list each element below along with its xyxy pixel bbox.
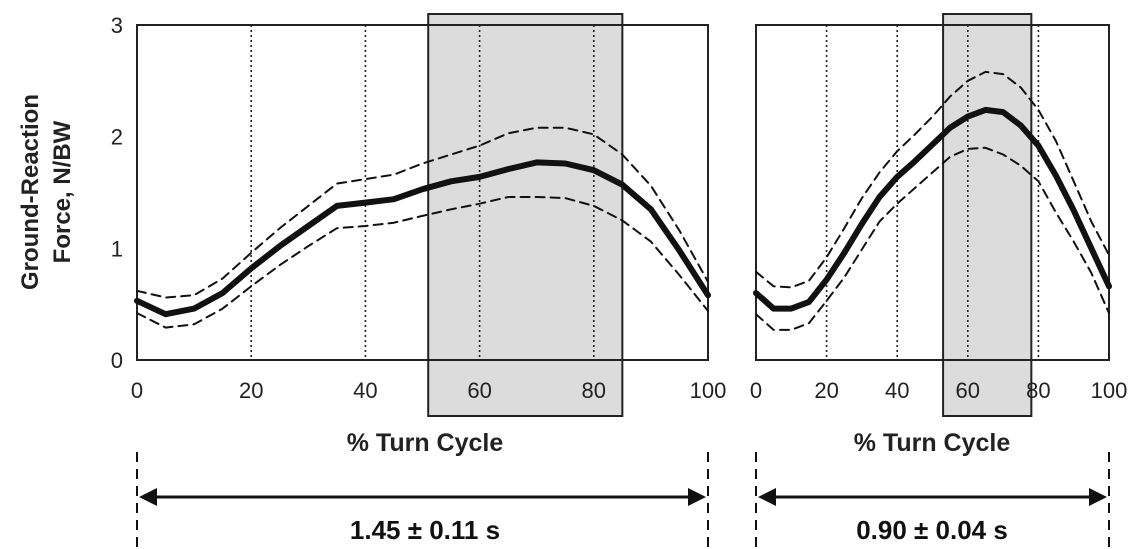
x-tick-label-right: 20 xyxy=(814,378,838,403)
y-axis-label: Ground-Reaction Force, N/BW xyxy=(17,94,76,290)
y-tick-label: 2 xyxy=(111,125,123,150)
series-lower-right xyxy=(755,146,1110,331)
duration-arrowhead-left-left xyxy=(139,488,157,506)
series-mean-right xyxy=(753,106,1112,312)
x-tick-label-left: 20 xyxy=(239,378,263,403)
x-tick-label-right: 100 xyxy=(1091,378,1128,403)
chart-panel-right: 0 20 40 60 80 100 xyxy=(750,13,1128,417)
x-axis-label-right: % Turn Cycle xyxy=(854,429,1011,457)
plot-frame-right xyxy=(755,24,1110,361)
y-tick-label: 3 xyxy=(111,13,123,38)
x-tick-label-left: 40 xyxy=(353,378,377,403)
x-axis-label-left: % Turn Cycle xyxy=(347,429,504,457)
series-mean-left xyxy=(134,159,711,318)
x-tick-label-right: 40 xyxy=(885,378,909,403)
y-tick-label: 1 xyxy=(111,236,123,261)
x-tick-label-right: 80 xyxy=(1026,378,1050,403)
series-upper-left xyxy=(136,126,709,299)
shaded-region-left xyxy=(427,13,624,417)
x-tick-label-right: 0 xyxy=(750,378,762,403)
plot-frame-left xyxy=(136,24,709,361)
y-axis-label-line1: Ground-Reaction xyxy=(17,94,44,290)
x-tick-label-left: 80 xyxy=(582,378,606,403)
x-tick-label-right: 60 xyxy=(956,378,980,403)
duration-arrowhead-right-right xyxy=(1089,488,1107,506)
y-tick-label: 0 xyxy=(111,348,123,373)
x-tick-label-left: 100 xyxy=(690,378,727,403)
duration-label-left: 1.45 ± 0.11 s xyxy=(350,515,500,545)
chart-panel-left: 0 20 40 60 80 100 0 1 2 3 xyxy=(111,13,727,417)
x-tick-label-left: 0 xyxy=(131,378,143,403)
x-tick-label-left: 60 xyxy=(467,378,491,403)
duration-arrowhead-left-right xyxy=(758,488,776,506)
series-lower-left xyxy=(136,196,709,329)
series-upper-right xyxy=(755,70,1110,289)
duration-arrowhead-right-left xyxy=(688,488,706,506)
y-axis-label-line2: Force, N/BW xyxy=(49,120,76,263)
duration-label-right: 0.90 ± 0.04 s xyxy=(856,515,1008,545)
shaded-region-right xyxy=(942,13,1033,417)
duration-indicator-left xyxy=(136,452,709,549)
duration-indicator-right xyxy=(755,452,1110,549)
